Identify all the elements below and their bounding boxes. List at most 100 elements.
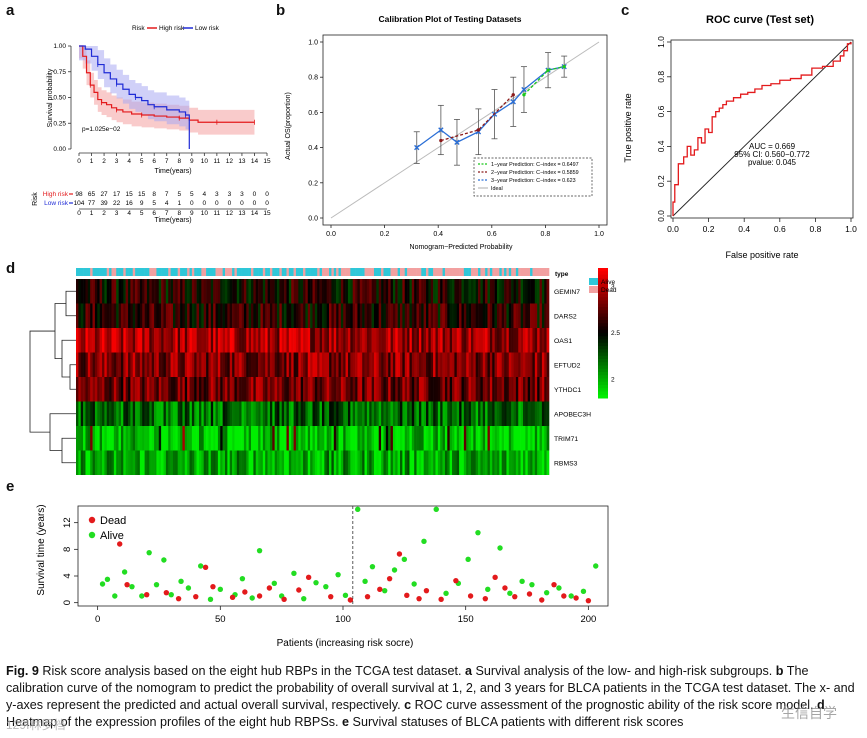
hm-cell bbox=[437, 401, 441, 426]
hm-cell bbox=[373, 352, 377, 377]
hm-cell bbox=[132, 401, 136, 426]
hm-cell bbox=[362, 328, 365, 353]
hm-cell bbox=[97, 279, 100, 304]
hm-cell bbox=[430, 426, 434, 451]
hm-cell bbox=[496, 426, 500, 451]
hm-cell bbox=[338, 352, 342, 377]
hm-cell bbox=[142, 450, 145, 475]
hm-cell bbox=[80, 303, 84, 328]
hm-cell bbox=[111, 401, 115, 426]
hm-cell bbox=[478, 450, 481, 475]
hm-type-cell bbox=[203, 268, 207, 276]
hm-cell bbox=[310, 426, 313, 451]
hm-cell bbox=[506, 328, 510, 353]
hm-cell bbox=[428, 352, 432, 377]
hm-cell bbox=[182, 377, 186, 402]
hm-cell bbox=[371, 401, 375, 426]
hm-cell bbox=[426, 426, 429, 451]
hm-cell bbox=[303, 450, 306, 475]
hm-cell bbox=[284, 352, 287, 377]
hm-type-cell bbox=[236, 268, 240, 276]
hm-scale-step bbox=[598, 303, 608, 308]
hm-type-cell bbox=[305, 268, 309, 276]
hm-cell bbox=[402, 352, 406, 377]
hm-cell bbox=[343, 279, 346, 304]
hm-cell bbox=[128, 328, 131, 353]
hm-cell bbox=[447, 401, 450, 426]
hm-cell bbox=[265, 328, 268, 353]
hm-cell bbox=[191, 377, 195, 402]
hm-cell bbox=[307, 401, 311, 426]
sc-x-tick-label: 50 bbox=[215, 614, 226, 625]
sc-point-alive bbox=[335, 571, 341, 578]
hm-cell bbox=[317, 352, 320, 377]
hm-cell bbox=[146, 401, 150, 426]
hm-cell bbox=[404, 426, 408, 451]
hm-cell bbox=[85, 328, 89, 353]
hm-row bbox=[76, 303, 550, 328]
hm-cell bbox=[217, 401, 221, 426]
hm-cell bbox=[444, 352, 448, 377]
hm-cell bbox=[364, 426, 368, 451]
hm-cell bbox=[300, 303, 304, 328]
hm-cell bbox=[366, 352, 370, 377]
hm-cell bbox=[295, 352, 299, 377]
caption-intro: Risk score analysis based on the eight h… bbox=[38, 664, 465, 678]
hm-cell bbox=[404, 450, 408, 475]
hm-cell bbox=[347, 401, 351, 426]
sc-point-alive bbox=[256, 547, 263, 554]
hm-cell bbox=[135, 450, 138, 475]
hm-cell bbox=[459, 450, 462, 475]
hm-type-cell bbox=[333, 268, 337, 276]
hm-cell bbox=[364, 303, 368, 328]
hm-cell bbox=[534, 279, 538, 304]
hm-cell bbox=[326, 279, 330, 304]
hm-cell bbox=[83, 303, 86, 328]
hm-cell bbox=[137, 377, 141, 402]
hm-type-cell bbox=[378, 268, 382, 276]
hm-cell bbox=[83, 352, 86, 377]
hm-cell bbox=[378, 352, 382, 377]
hm-cell bbox=[362, 377, 365, 402]
hm-cell bbox=[220, 279, 223, 304]
calib-y-tick-label: 1.0 bbox=[308, 40, 318, 47]
hm-cell bbox=[97, 328, 100, 353]
hm-cell bbox=[288, 450, 292, 475]
hm-cell bbox=[489, 303, 493, 328]
hm-type-cell bbox=[182, 268, 186, 276]
calib-point bbox=[438, 127, 444, 133]
hm-cell bbox=[83, 401, 86, 426]
hm-cell bbox=[336, 279, 339, 304]
km-x-tick-label: 5 bbox=[140, 158, 144, 165]
hm-cell bbox=[206, 401, 209, 426]
hm-cell bbox=[76, 450, 79, 475]
sc-point-dead bbox=[492, 574, 498, 581]
sc-point-dead bbox=[175, 595, 182, 602]
hm-cell bbox=[267, 352, 271, 377]
hm-type-cell bbox=[518, 268, 521, 276]
hm-cell bbox=[142, 377, 145, 402]
hm-cell bbox=[234, 450, 238, 475]
hm-cell bbox=[215, 426, 219, 451]
hm-cell bbox=[454, 328, 458, 353]
hm-cell bbox=[106, 426, 110, 451]
hm-cell bbox=[331, 328, 335, 353]
km-table-cell: 1 bbox=[177, 200, 181, 207]
hm-cell bbox=[508, 279, 512, 304]
sc-x-tick-label: 150 bbox=[458, 614, 474, 625]
hm-cell bbox=[175, 279, 178, 304]
hm-type-cell bbox=[428, 268, 432, 276]
hm-cell bbox=[165, 450, 169, 475]
hm-cell bbox=[525, 352, 529, 377]
hm-cell bbox=[220, 303, 223, 328]
hm-cell bbox=[506, 279, 510, 304]
hm-cell bbox=[303, 279, 306, 304]
hm-cell bbox=[546, 377, 550, 402]
hm-cell bbox=[449, 426, 453, 451]
sc-point-dead bbox=[202, 564, 209, 571]
hm-cell bbox=[123, 401, 126, 426]
hm-cell bbox=[444, 450, 448, 475]
hm-scale-step bbox=[598, 297, 608, 301]
hm-type-cell bbox=[154, 268, 157, 276]
hm-cell bbox=[381, 279, 384, 304]
